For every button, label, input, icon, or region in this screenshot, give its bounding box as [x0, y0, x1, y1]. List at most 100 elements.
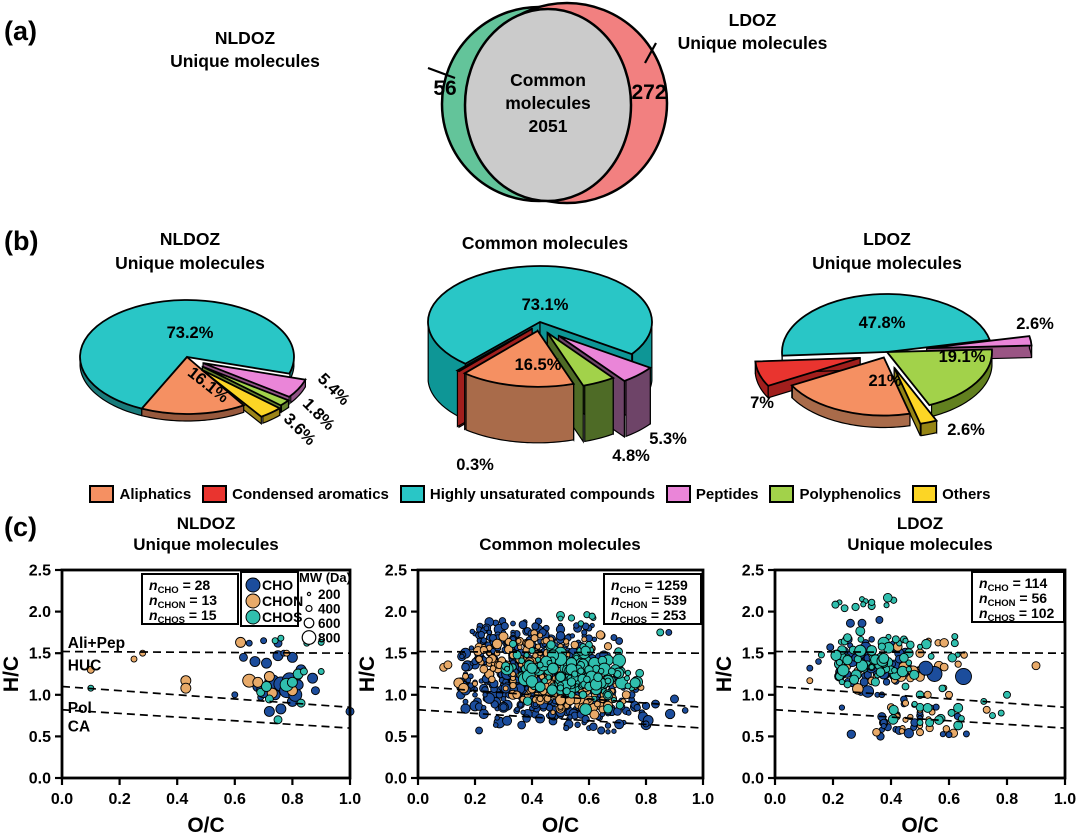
data-point-CHON: [581, 636, 588, 643]
data-point-CHOS: [866, 645, 877, 656]
data-point-CHOS: [870, 677, 880, 687]
x-tick-label: 0.6: [578, 791, 600, 808]
pie-slice-ali: [462, 329, 576, 388]
data-point-CHON: [139, 649, 147, 657]
data-point-CHO: [845, 618, 855, 628]
size-legend-value: 400: [318, 602, 341, 617]
data-point-CHOS: [508, 639, 518, 648]
scatter3-title-line1: LDOZ: [896, 514, 944, 533]
x-tick-label: 0.6: [224, 791, 246, 808]
data-point-CHO: [569, 633, 576, 639]
data-point-CHON: [982, 705, 991, 714]
data-point-CHON: [898, 728, 905, 735]
data-point-CHOS: [624, 675, 630, 682]
data-point-CHON: [954, 660, 962, 668]
data-point-CHO: [563, 725, 570, 732]
data-point-CHO: [502, 715, 513, 726]
data-point-CHO: [806, 664, 814, 672]
data-point-CHO: [581, 715, 590, 724]
region-label-pol: Pol: [68, 700, 92, 717]
data-point-CHO: [492, 722, 499, 728]
data-point-CHO: [846, 729, 856, 739]
region-label-huc: HUC: [68, 658, 102, 675]
formula-count-CHOS: nCHOS = 253: [611, 607, 687, 626]
data-point-CHO: [461, 662, 470, 672]
pie-slice-hus: [427, 265, 653, 365]
data-point-CHOS: [1003, 690, 1011, 699]
data-point-CHO: [535, 713, 546, 724]
data-point-CHOS: [635, 668, 644, 678]
pie-slice-percent-label: 0.3%: [456, 456, 494, 474]
data-point-CHO: [610, 634, 618, 642]
data-point-CHOS: [921, 638, 932, 650]
data-point-CHOS: [857, 635, 865, 643]
scatter2-title: Common molecules: [430, 534, 690, 555]
data-point-CHO: [481, 704, 487, 711]
data-point-CHO: [494, 715, 500, 721]
venn-right-set-name: LDOZ: [728, 10, 777, 30]
venn-right-set-sub: Unique molecules: [677, 33, 828, 53]
pie-slice-pep: [558, 334, 653, 382]
pie1-title-line2: Unique molecules: [115, 253, 265, 273]
data-point-CHOS: [546, 640, 556, 650]
data-point-CHON: [595, 630, 606, 640]
pie-slice-pol: [885, 348, 993, 407]
data-point-CHOS: [938, 684, 947, 693]
data-point-CHON: [550, 709, 556, 715]
data-point-CHON: [916, 728, 924, 737]
data-point-CHOS: [317, 638, 325, 646]
data-point-CHOS: [578, 690, 588, 700]
data-point-CHO: [574, 721, 581, 728]
pie-slice-percent-label: 21%: [868, 372, 901, 390]
data-point-CHO: [591, 636, 598, 642]
data-point-CHO: [665, 628, 673, 636]
legend-item-hus: Highly unsaturated compounds: [399, 485, 655, 503]
data-point-CHOS: [546, 684, 558, 696]
data-point-CHO: [500, 622, 509, 631]
data-point-CHOS: [883, 592, 893, 603]
scatter-points-layer: [439, 610, 689, 735]
venn-intersection-line2: molecules: [505, 93, 591, 113]
size-legend-value: 600: [318, 616, 341, 631]
venn-right-set-label: LDOZ Unique molecules: [645, 9, 860, 55]
venn-intersection-line1: Common: [510, 70, 586, 90]
data-point-CHO: [477, 631, 486, 639]
pie2-title-line1: Common molecules: [461, 233, 629, 253]
data-point-CHON: [515, 638, 522, 644]
pie-slice-percent-label: 2.6%: [947, 421, 985, 439]
pie-chart-3: 47.8% 2.6% 19.1% 2.6% 21% 7%: [750, 293, 1054, 439]
data-point-CHOS: [317, 668, 325, 675]
data-point-CHOS: [878, 652, 890, 664]
data-point-CHOS: [504, 665, 511, 672]
data-point-CHOS: [868, 598, 876, 606]
data-point-CHO: [861, 685, 875, 698]
data-point-CHOS: [577, 620, 585, 627]
data-point-CHOS: [902, 637, 909, 644]
data-point-CHOS: [277, 634, 285, 642]
x-tick-label: 1.0: [339, 791, 361, 808]
x-tick-label: 0.2: [108, 791, 130, 808]
data-point-CHO: [517, 701, 524, 708]
data-point-CHON: [517, 644, 523, 650]
data-point-CHON: [475, 655, 483, 663]
pie-slice-percent-label: 5.3%: [649, 430, 687, 448]
data-point-CHON: [130, 655, 138, 663]
data-point-CHO: [681, 707, 689, 714]
size-legend-circle: [303, 617, 315, 629]
region-boundary-line: [61, 650, 351, 655]
data-point-CHO: [903, 728, 914, 739]
x-tick-label: 0.0: [51, 791, 73, 808]
legend-label-pep: Peptides: [695, 485, 759, 503]
venn-left-set-label: NLDOZ Unique molecules: [130, 27, 360, 73]
data-point-CHON: [252, 676, 264, 688]
data-point-CHOS: [835, 658, 843, 666]
pie-slice-ca: [455, 327, 533, 373]
data-point-CHOS: [583, 675, 591, 684]
data-point-CHO: [486, 629, 492, 636]
formula-count-CHO: nCHO = 28: [149, 577, 210, 596]
data-point-CHO: [589, 722, 598, 732]
data-point-CHOS: [842, 655, 853, 666]
data-point-CHO: [880, 722, 887, 730]
venn-diagram: [427, 1, 669, 205]
data-point-CHON: [86, 665, 95, 674]
